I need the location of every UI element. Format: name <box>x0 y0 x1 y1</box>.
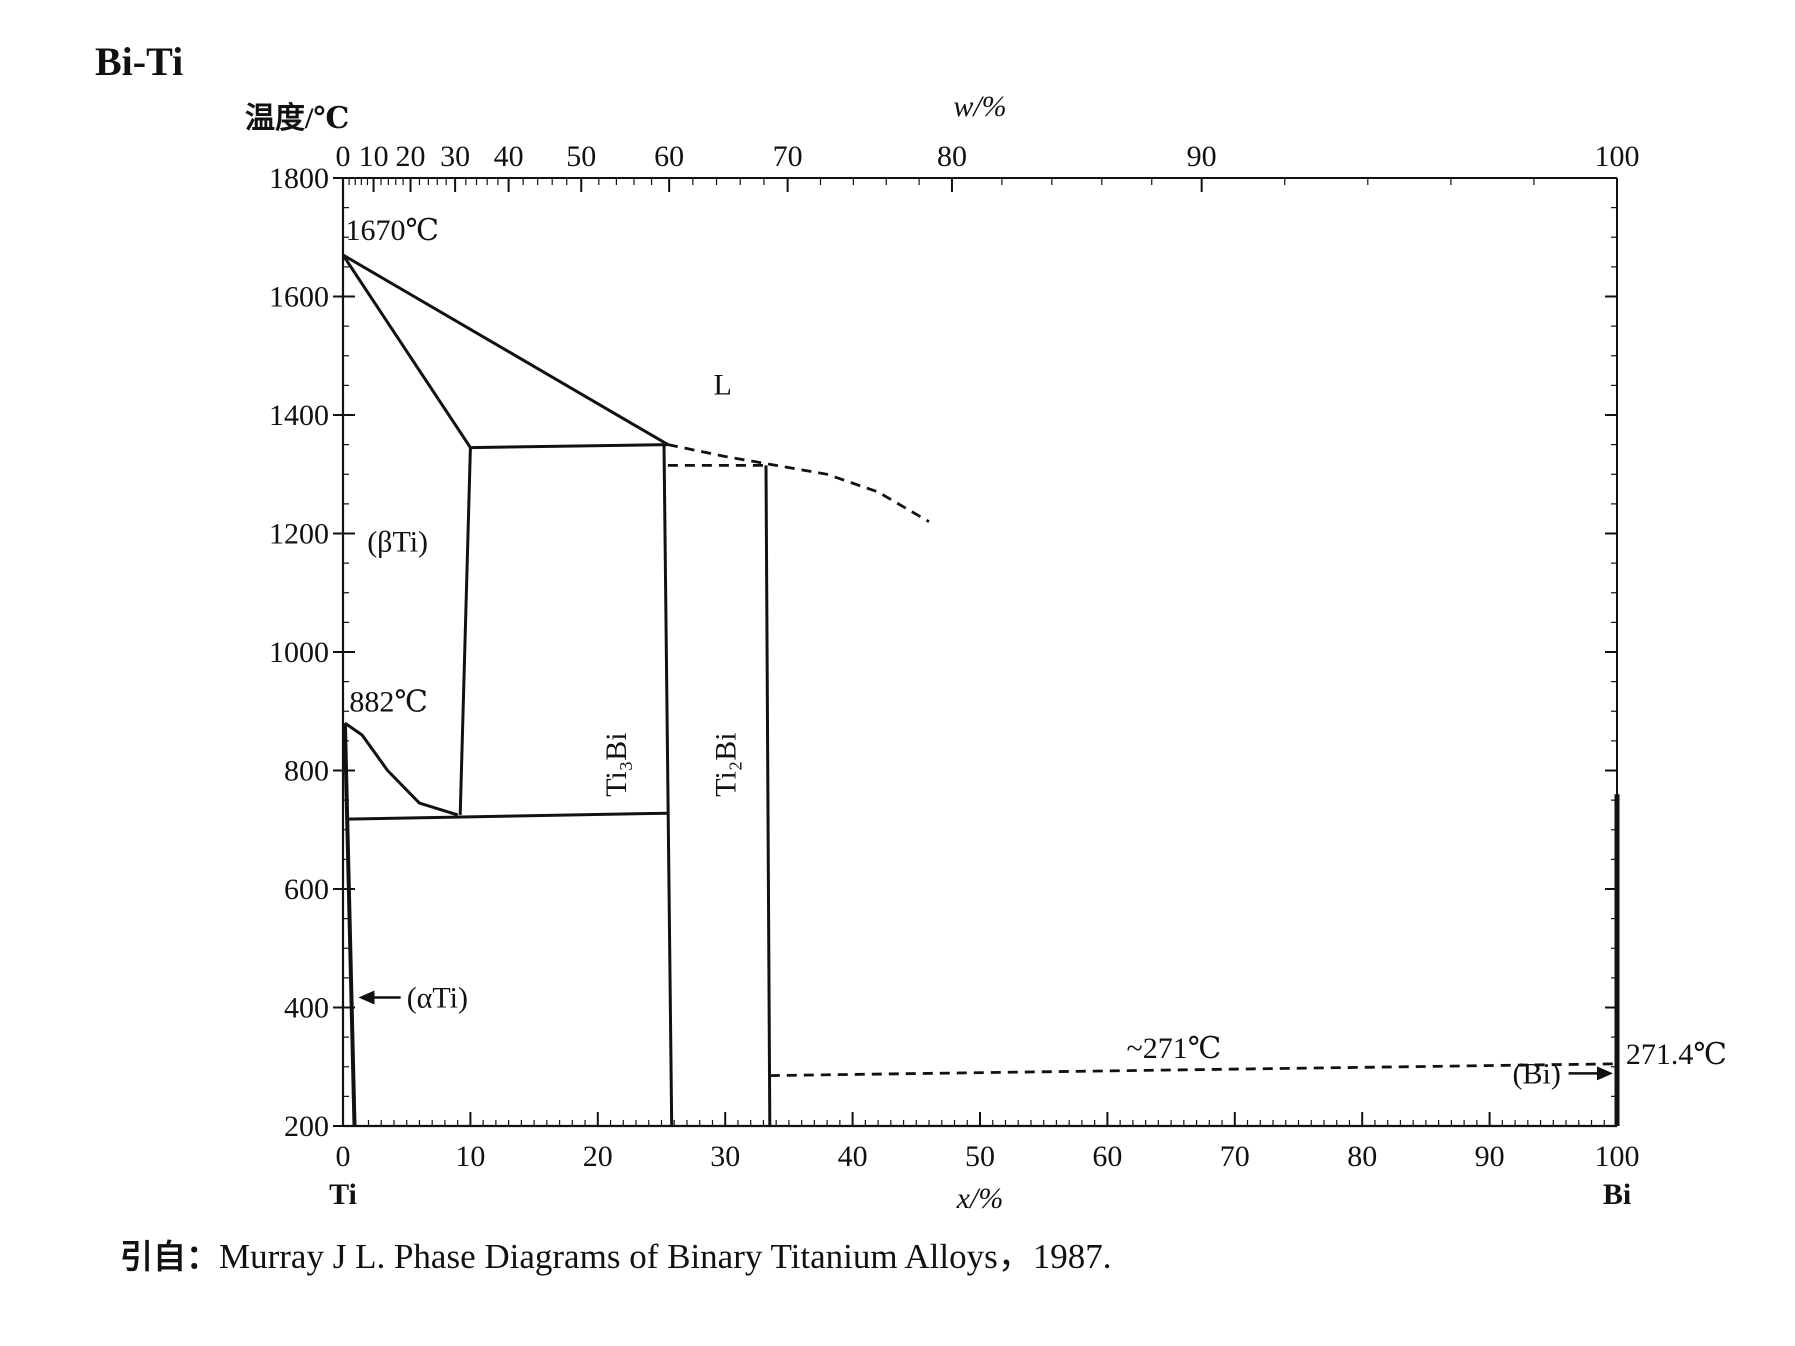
annotation-label: 271.4℃ <box>1626 1038 1727 1071</box>
phase-label: Ti₃Bi <box>600 732 633 796</box>
axis-ticks <box>333 177 1618 1127</box>
x-tick-label: 100 <box>1595 1140 1640 1173</box>
annotation-label: 882℃ <box>349 685 428 718</box>
x-tick-label: 30 <box>710 1140 740 1173</box>
line-ti2bi <box>764 465 772 1127</box>
top-tick-label: 100 <box>1595 140 1640 173</box>
top-tick-label: 80 <box>937 140 967 173</box>
y-tick-label: 800 <box>284 755 329 788</box>
phase-label: Ti₂Bi <box>709 732 742 796</box>
top-tick-label: 20 <box>396 140 426 173</box>
x-tick-label: 50 <box>965 1140 995 1173</box>
line-beta-transus-right <box>458 447 472 815</box>
y-tick-label: 1000 <box>269 636 329 669</box>
element-label-left: Ti <box>329 1178 357 1211</box>
line-peritectic-ti3bi <box>470 443 668 450</box>
caption-prefix: 引自： <box>120 1237 219 1276</box>
line-ti3bi-left <box>662 444 674 1127</box>
x-tick-label: 80 <box>1347 1140 1377 1173</box>
annotation-label: 1670℃ <box>346 214 440 247</box>
phase-boundaries <box>341 253 1620 1127</box>
top-tick-label: 50 <box>566 140 596 173</box>
top-tick-label: 0 <box>336 140 351 173</box>
y-axis-label: 温度/℃ <box>245 102 349 135</box>
line-beta-transus-left <box>344 721 459 817</box>
y-tick-label: 1400 <box>269 399 329 432</box>
x-tick-label: 20 <box>583 1140 613 1173</box>
top-tick-label: 90 <box>1187 140 1217 173</box>
caption-text: Murray J L. Phase Diagrams of Binary Tit… <box>219 1237 1112 1276</box>
y-tick-label: 1600 <box>269 281 329 314</box>
line-alpha-solvus <box>342 723 357 1127</box>
y-tick-label: 400 <box>284 992 329 1025</box>
annotation-label: ~271℃ <box>1127 1032 1222 1065</box>
phase-label: (Bi) <box>1513 1057 1561 1090</box>
plot-frame <box>341 177 1618 1128</box>
x-tick-label: 10 <box>455 1140 485 1173</box>
element-label-right: Bi <box>1603 1178 1631 1211</box>
top-tick-label: 10 <box>359 140 389 173</box>
x-tick-label: 40 <box>838 1140 868 1173</box>
x-tick-label: 60 <box>1092 1140 1122 1173</box>
x-tick-label: 70 <box>1220 1140 1250 1173</box>
y-tick-label: 600 <box>284 873 329 906</box>
y-tick-label: 1200 <box>269 518 329 551</box>
top-tick-label: 60 <box>654 140 684 173</box>
y-tick-label: 1800 <box>269 162 329 195</box>
top-tick-label: 30 <box>440 140 470 173</box>
top-axis-label: w/% <box>953 90 1006 123</box>
line-solidus-beta <box>341 254 472 449</box>
line-liquidus-beta <box>342 253 669 446</box>
top-tick-label: 70 <box>773 140 803 173</box>
x-tick-label: 0 <box>336 1140 351 1173</box>
figure-caption: 引自：Murray J L. Phase Diagrams of Binary … <box>120 1228 1111 1279</box>
phase-label: L <box>714 368 732 401</box>
top-tick-label: 40 <box>494 140 524 173</box>
phase-label: (αTi) <box>407 982 468 1015</box>
line-eutectic-dashed <box>769 1062 1618 1077</box>
line-liquidus-dashed <box>667 443 930 523</box>
tick-labels: 0 10 20 30 40 50 60 70 80 90 100200400600800100012… <box>269 140 1640 1173</box>
y-tick-label: 200 <box>284 1110 329 1143</box>
x-tick-label: 90 <box>1475 1140 1505 1173</box>
x-axis-label: x/% <box>956 1182 1004 1215</box>
line-eutectoid <box>346 811 668 821</box>
axis-labels: 温度/℃ x/% w/% Ti Bi <box>245 90 1631 1215</box>
figure-title: Bi-Ti <box>95 39 184 84</box>
phase-label: (βTi) <box>367 525 428 558</box>
annotations: 1670℃ L (βTi) 882℃ (αTi) Ti₃Bi Ti₂Bi ~271℃ 271.4… <box>346 214 1727 1090</box>
arrow-head <box>358 990 375 1005</box>
arrow-head <box>1597 1066 1613 1081</box>
